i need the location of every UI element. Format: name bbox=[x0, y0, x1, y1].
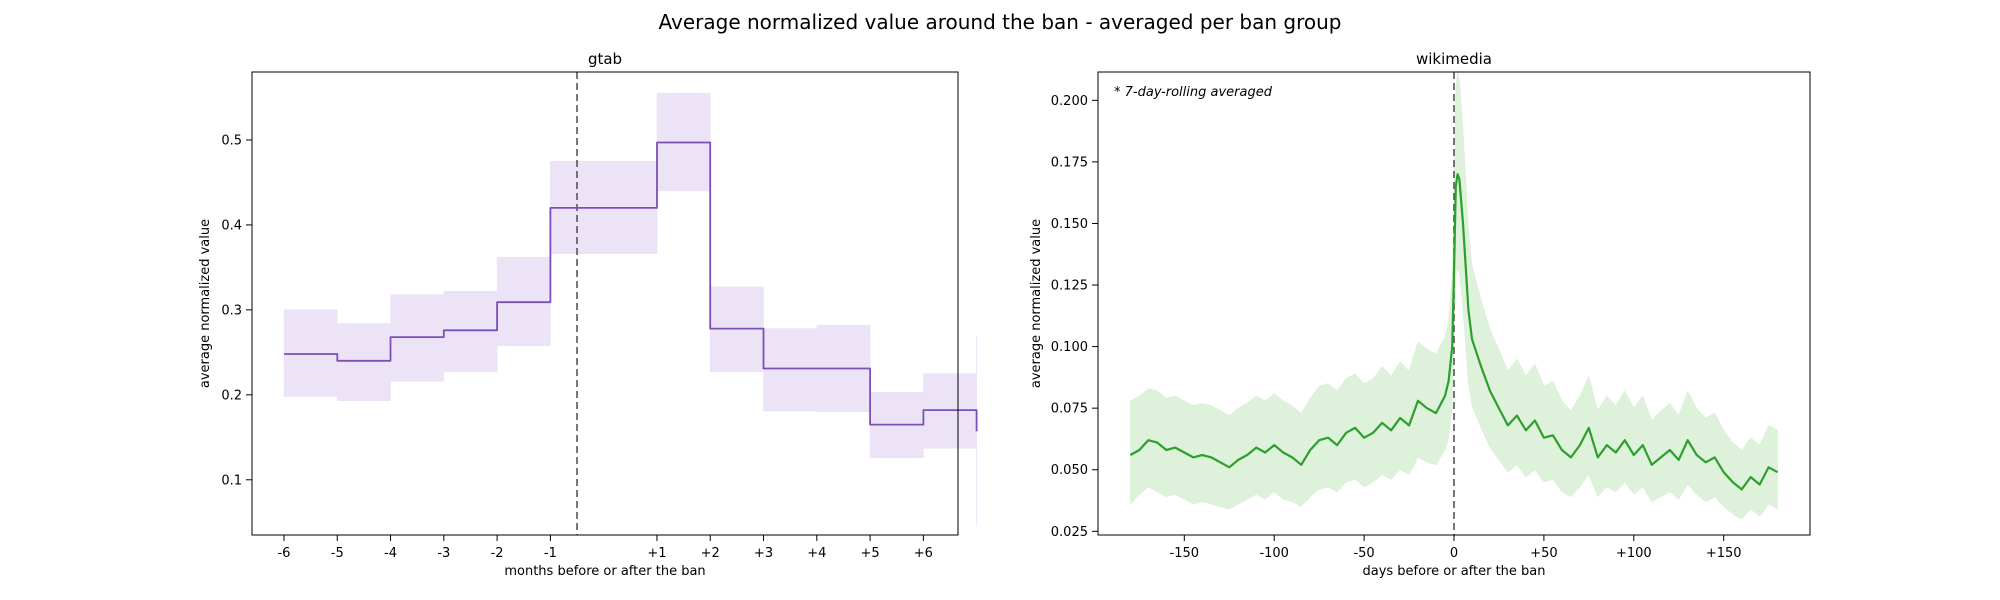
wikimedia-y-tick-label: 0.100 bbox=[1051, 340, 1088, 355]
gtab-x-tick-label: -6 bbox=[277, 546, 290, 561]
wikimedia-x-tick-label: +50 bbox=[1530, 546, 1557, 561]
wikimedia-x-tick-label: 0 bbox=[1450, 546, 1458, 561]
gtab-band-area bbox=[283, 92, 977, 527]
wikimedia-x-axis-label: days before or after the ban bbox=[1362, 564, 1545, 579]
wikimedia-x-tick-label: -100 bbox=[1259, 546, 1289, 561]
wikimedia-y-tick-label: 0.075 bbox=[1051, 402, 1088, 417]
gtab-y-tick-label: 0.1 bbox=[221, 473, 242, 488]
wikimedia-x-tick-label: -50 bbox=[1353, 546, 1374, 561]
wikimedia-y-tick-label: 0.200 bbox=[1051, 94, 1088, 109]
gtab-x-axis-label: months before or after the ban bbox=[504, 564, 705, 579]
wikimedia-plot-frame bbox=[1097, 71, 1811, 536]
wikimedia-series bbox=[1129, 173, 1779, 491]
wikimedia-series-line bbox=[1129, 173, 1779, 491]
wikimedia-x-tick-label: -150 bbox=[1170, 546, 1200, 561]
gtab-x-tick-label: +6 bbox=[914, 546, 933, 561]
wikimedia-y-axis-label: average normalized value bbox=[1029, 219, 1044, 388]
wikimedia-annotation: * 7-day-rolling averaged bbox=[1114, 85, 1273, 100]
wikimedia-y-tick-label: 0.125 bbox=[1051, 279, 1088, 294]
wikimedia-y-tick-label: 0.175 bbox=[1051, 155, 1088, 170]
gtab-plot-frame bbox=[251, 71, 959, 536]
gtab-x-tick-label: +3 bbox=[754, 546, 773, 561]
gtab-y-tick-label: 0.5 bbox=[221, 133, 242, 148]
gtab-series-line bbox=[284, 141, 978, 432]
gtab-confidence-band bbox=[283, 92, 977, 527]
gtab-panel-title: gtab bbox=[588, 50, 622, 68]
wikimedia-y-tick-label: 0.050 bbox=[1051, 463, 1088, 478]
gtab-ticks: -6 -5 -4 -3 -2 -1 +1 +2 +3 +4 +5 +6 0.1 0.2 0.3 0.4 0.5 bbox=[221, 133, 933, 561]
gtab-series bbox=[284, 141, 978, 432]
gtab-x-tick-label: -1 bbox=[544, 546, 557, 561]
gtab-x-tick-label: -3 bbox=[437, 546, 450, 561]
gtab-x-tick-label: -4 bbox=[384, 546, 397, 561]
gtab-x-tick-label: -5 bbox=[331, 546, 344, 561]
gtab-y-tick-label: 0.3 bbox=[221, 303, 242, 318]
gtab-y-axis-label: average normalized value bbox=[198, 219, 213, 388]
wikimedia-panel: wikimedia -150 -100 -50 0 +50 +100 +150 0.025 0.… bbox=[1029, 50, 1811, 579]
wikimedia-x-tick-label: +150 bbox=[1706, 546, 1742, 561]
wikimedia-y-tick-label: 0.025 bbox=[1051, 525, 1088, 540]
gtab-x-tick-label: +4 bbox=[807, 546, 826, 561]
gtab-x-tick-label: +5 bbox=[860, 546, 879, 561]
wikimedia-ticks: -150 -100 -50 0 +50 +100 +150 0.025 0.050 0.075 0.… bbox=[1051, 94, 1742, 561]
gtab-x-tick-label: +1 bbox=[647, 546, 666, 561]
gtab-panel: gtab -6 -5 -4 -3 -2 -1 +1 +2 +3 +4 +5 +6 0.1 0.2 0.3 0.… bbox=[198, 50, 978, 579]
gtab-y-tick-label: 0.4 bbox=[221, 218, 242, 233]
gtab-y-tick-label: 0.2 bbox=[221, 388, 242, 403]
wikimedia-y-tick-label: 0.150 bbox=[1051, 217, 1088, 232]
gtab-x-tick-label: +2 bbox=[701, 546, 720, 561]
gtab-x-tick-label: -2 bbox=[491, 546, 504, 561]
wikimedia-panel-title: wikimedia bbox=[1416, 50, 1492, 68]
figure-title: Average normalized value around the ban … bbox=[659, 10, 1342, 34]
wikimedia-x-tick-label: +100 bbox=[1616, 546, 1652, 561]
